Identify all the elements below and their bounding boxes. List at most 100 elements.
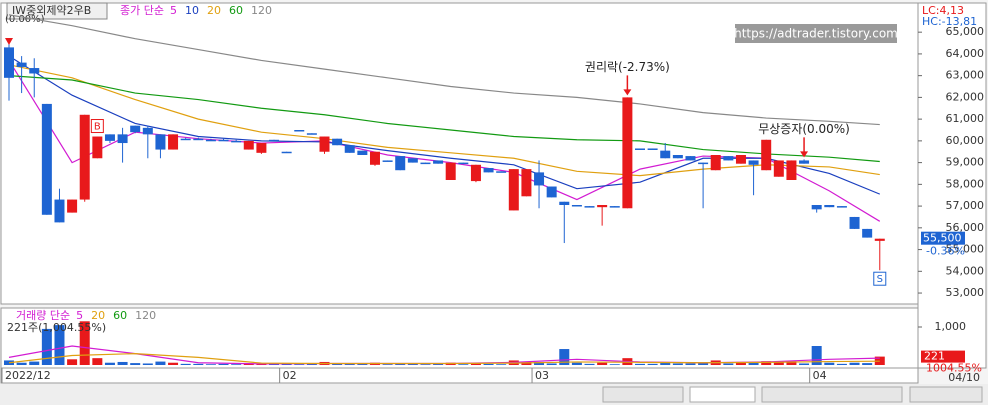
marker: S <box>877 274 883 285</box>
volume-bar <box>496 364 507 365</box>
tool-buttons[interactable] <box>761 386 903 403</box>
candle-body <box>584 206 595 208</box>
legend-entry: 60 <box>229 4 243 17</box>
volume-bar <box>836 363 847 365</box>
nav-buttons[interactable] <box>602 386 684 403</box>
volume-bar <box>243 363 254 365</box>
volume-title: 거래량 단순 <box>16 309 70 322</box>
volume-bar <box>672 363 683 365</box>
volume-bar <box>281 363 292 365</box>
volume-bar <box>534 361 545 365</box>
candle-body <box>130 125 141 133</box>
volume-bar <box>155 361 166 365</box>
legend-entry: 60 <box>113 309 127 322</box>
candle-body <box>546 186 557 198</box>
volume-bar <box>685 363 696 365</box>
zoom-slider[interactable] <box>689 386 756 403</box>
zoom-buttons[interactable] <box>909 386 983 403</box>
candle-body <box>496 171 507 173</box>
candle-body <box>635 148 645 150</box>
volume-bar <box>54 325 65 365</box>
candle-body <box>458 162 469 165</box>
volume-bar <box>786 361 797 365</box>
volume-bar <box>862 363 873 365</box>
x-tick-label: 03 <box>535 369 549 382</box>
candle-body <box>382 160 393 162</box>
legend-entry: 20 <box>207 4 221 17</box>
marker-box <box>90 119 104 134</box>
title-box[interactable] <box>6 2 108 20</box>
y-tick-label: 60,000 <box>946 134 985 147</box>
candle-body <box>685 156 696 161</box>
candle-body <box>508 169 519 211</box>
candle-body <box>470 164 481 182</box>
volume-bar <box>67 359 78 365</box>
watermark-box <box>735 24 897 43</box>
candle-body <box>104 134 115 141</box>
candle-body <box>54 199 65 223</box>
candle-body <box>67 199 78 213</box>
candle-body <box>748 160 759 165</box>
candle-body <box>433 160 444 164</box>
candle-body <box>117 134 128 144</box>
candle-body <box>571 205 582 207</box>
ma-line <box>8 14 880 126</box>
candle-body <box>710 155 721 171</box>
volume-bar <box>168 362 179 365</box>
volume-bar <box>130 363 141 365</box>
volume-bar <box>218 363 229 365</box>
candle-body <box>534 172 545 186</box>
candle-body <box>799 160 810 164</box>
candle-body <box>521 169 532 197</box>
arrow-head <box>800 151 809 158</box>
candle-body <box>344 145 355 153</box>
candle-body <box>256 143 267 153</box>
y-tick-label: 62,000 <box>946 90 985 103</box>
candle-body <box>41 103 52 215</box>
candle-body <box>647 148 658 150</box>
volume-bar <box>269 363 280 365</box>
candle-body <box>231 140 242 143</box>
volume-bar <box>332 363 343 365</box>
volume-bar <box>180 363 191 365</box>
volume-bar <box>382 364 393 365</box>
candle-body <box>420 162 431 165</box>
volume-bar <box>559 349 570 365</box>
legend-entry: 5 <box>170 4 177 17</box>
volume-bar <box>294 364 305 365</box>
x-tick-label: 02 <box>283 369 297 382</box>
candle-body <box>319 136 330 152</box>
arrow-head <box>5 38 13 45</box>
x-tick-label: 04 <box>813 369 827 382</box>
candle-body <box>395 156 406 171</box>
title: IW중외제약2우B <box>12 3 91 17</box>
volume-bar <box>41 328 52 365</box>
last-price: 55,500 <box>923 232 962 245</box>
legend-entry: 120 <box>135 309 156 322</box>
y-tick-label: 56,000 <box>946 221 985 234</box>
y-tick-label: 65,000 <box>946 25 985 38</box>
lc: LC:4,13 <box>922 4 964 17</box>
candle-body <box>142 127 153 135</box>
candle-body <box>357 150 368 155</box>
candle-body <box>294 130 305 132</box>
candle-body <box>155 134 166 150</box>
y-tick-label: 54,000 <box>946 264 985 277</box>
candle-body <box>79 114 90 200</box>
volume-ratio: 1004.55% <box>926 362 982 375</box>
candle-body <box>218 139 229 142</box>
volume-bar <box>584 363 595 365</box>
volume-bar <box>723 363 734 365</box>
date-axis <box>0 367 919 384</box>
volume-bar <box>344 363 355 365</box>
legend-entry: 5 <box>76 309 83 322</box>
candle-body <box>92 136 103 159</box>
volume-ma-line <box>8 352 880 365</box>
volume-bar <box>773 361 784 365</box>
volume-bar <box>231 364 242 365</box>
volume-bar <box>357 363 368 365</box>
marker: B <box>94 122 101 133</box>
candle-body <box>698 162 709 165</box>
candle-body <box>369 151 380 165</box>
